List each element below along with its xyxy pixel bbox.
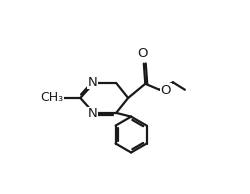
- Text: CH₃: CH₃: [40, 91, 63, 105]
- Text: N: N: [88, 76, 97, 89]
- Text: N: N: [88, 107, 97, 120]
- Text: O: O: [161, 84, 171, 97]
- Text: O: O: [137, 47, 147, 60]
